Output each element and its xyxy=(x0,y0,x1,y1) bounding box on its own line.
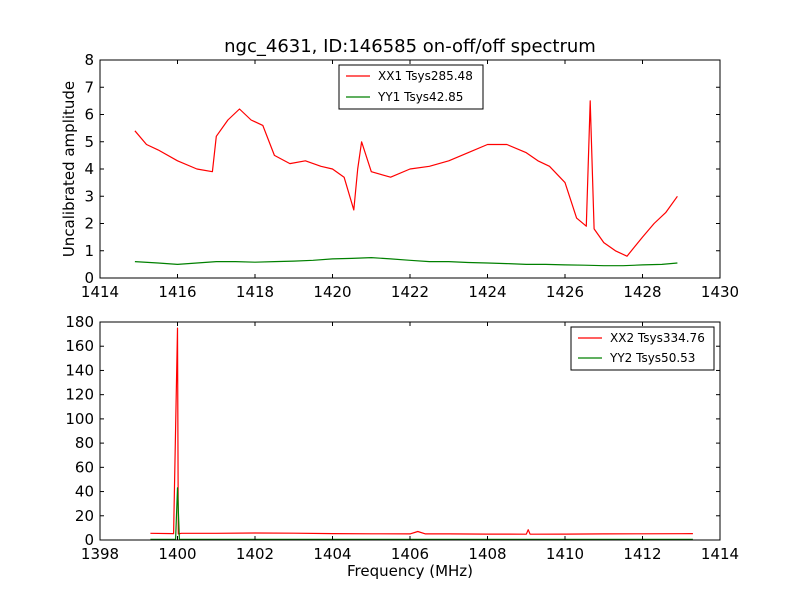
top-x-tick-label: 1426 xyxy=(546,283,584,301)
legend-label-yy2: YY2 Tsys50.53 xyxy=(609,351,695,365)
top-series-line-0 xyxy=(134,100,678,257)
top-y-tick-label: 3 xyxy=(84,187,94,205)
top-y-tick-label: 8 xyxy=(84,51,94,69)
bottom-y-tick-label: 120 xyxy=(65,386,94,404)
top-y-tick-label: 7 xyxy=(84,78,94,96)
bottom-plot: 1398 1400 1402 1404 1406 1408 1410 1412 1414 0 20 4… xyxy=(65,313,739,580)
top-ticks: 1414 1416 1418 1420 1422 1424 1426 1428 1430 0 1 2 3… xyxy=(81,51,739,301)
legend-label-xx1: XX1 Tsys285.48 xyxy=(378,69,473,83)
bottom-y-tick-label: 140 xyxy=(65,361,94,379)
top-legend-box xyxy=(338,64,484,110)
top-y-tick-label: 0 xyxy=(84,269,94,287)
top-y-tick-label: 2 xyxy=(84,215,94,233)
bottom-x-tick-label: 1410 xyxy=(546,545,584,563)
top-series-layer xyxy=(134,100,678,267)
top-y-tick-label: 1 xyxy=(84,242,94,260)
bottom-y-tick-label: 160 xyxy=(65,337,94,355)
bottom-series-line-1 xyxy=(150,487,693,540)
top-x-tick-label: 1420 xyxy=(313,283,351,301)
x-axis-label: Frequency (MHz) xyxy=(347,562,473,580)
bottom-legend-box xyxy=(570,326,715,371)
top-plot: 1414 1416 1418 1420 1422 1424 1426 1428 1430 0 1 2 3… xyxy=(60,51,739,301)
bottom-x-tick-label: 1414 xyxy=(701,545,739,563)
bottom-legend: XX2 Tsys334.76 YY2 Tsys50.53 xyxy=(570,326,715,371)
legend-label-yy1: YY1 Tsys42.85 xyxy=(377,90,463,104)
top-y-tick-label: 4 xyxy=(84,160,94,178)
bottom-x-tick-label: 1404 xyxy=(313,545,351,563)
top-x-tick-label: 1428 xyxy=(623,283,661,301)
bottom-series-layer xyxy=(150,327,693,540)
bottom-y-tick-label: 0 xyxy=(84,531,94,549)
top-y-tick-label: 6 xyxy=(84,106,94,124)
top-series-line-1 xyxy=(134,257,678,267)
bottom-x-tick-label: 1406 xyxy=(391,545,429,563)
bottom-y-tick-label: 20 xyxy=(75,507,94,525)
legend-label-xx2: XX2 Tsys334.76 xyxy=(610,331,705,345)
bottom-y-tick-label: 80 xyxy=(75,434,94,452)
bottom-y-tick-label: 100 xyxy=(65,410,94,428)
bottom-x-tick-label: 1398 xyxy=(81,545,119,563)
top-x-tick-label: 1418 xyxy=(236,283,274,301)
top-legend: XX1 Tsys285.48 YY1 Tsys42.85 xyxy=(338,64,484,110)
top-x-tick-label: 1430 xyxy=(701,283,739,301)
top-x-tick-label: 1414 xyxy=(81,283,119,301)
bottom-y-tick-label: 180 xyxy=(65,313,94,331)
bottom-series-line-0 xyxy=(150,327,693,535)
top-y-axis-label: Uncalibrated amplitude xyxy=(60,81,78,257)
top-x-tick-label: 1422 xyxy=(391,283,429,301)
bottom-y-tick-label: 60 xyxy=(75,458,94,476)
top-x-tick-label: 1416 xyxy=(158,283,196,301)
bottom-x-tick-label: 1408 xyxy=(468,545,506,563)
bottom-y-tick-label: 40 xyxy=(75,483,94,501)
chart-title: ngc_4631, ID:146585 on-off/off spectrum xyxy=(224,36,596,57)
bottom-x-tick-label: 1412 xyxy=(623,545,661,563)
bottom-ticks: 1398 1400 1402 1404 1406 1408 1410 1412 1414 0 20 4… xyxy=(65,313,739,563)
bottom-x-tick-label: 1402 xyxy=(236,545,274,563)
top-y-tick-label: 5 xyxy=(84,133,94,151)
top-x-tick-label: 1424 xyxy=(468,283,506,301)
bottom-x-tick-label: 1400 xyxy=(158,545,196,563)
